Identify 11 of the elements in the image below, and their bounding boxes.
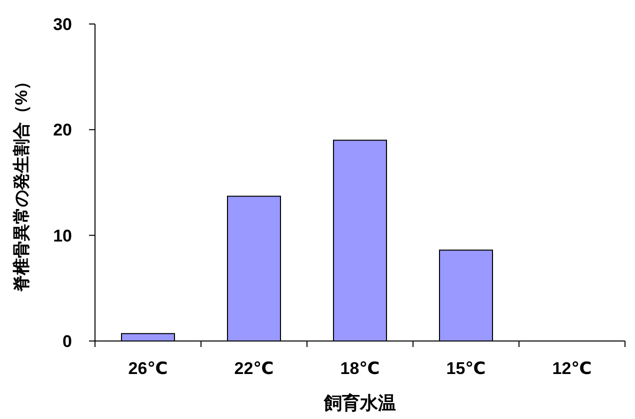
xtick: 12℃ [552, 359, 592, 378]
ytick: 0 [62, 332, 72, 351]
xtick: 15℃ [446, 359, 486, 378]
ytick: 30 [53, 15, 72, 34]
ytick: 10 [53, 226, 72, 246]
xlabel: 飼育水温 [324, 393, 396, 413]
ytick: 20 [53, 120, 72, 140]
ylabel: 脊椎骨異常の発生割合（%） [12, 72, 31, 292]
xtick: 22℃ [234, 359, 274, 378]
xtick: 26℃ [128, 359, 168, 378]
xtick: 18℃ [340, 359, 380, 378]
